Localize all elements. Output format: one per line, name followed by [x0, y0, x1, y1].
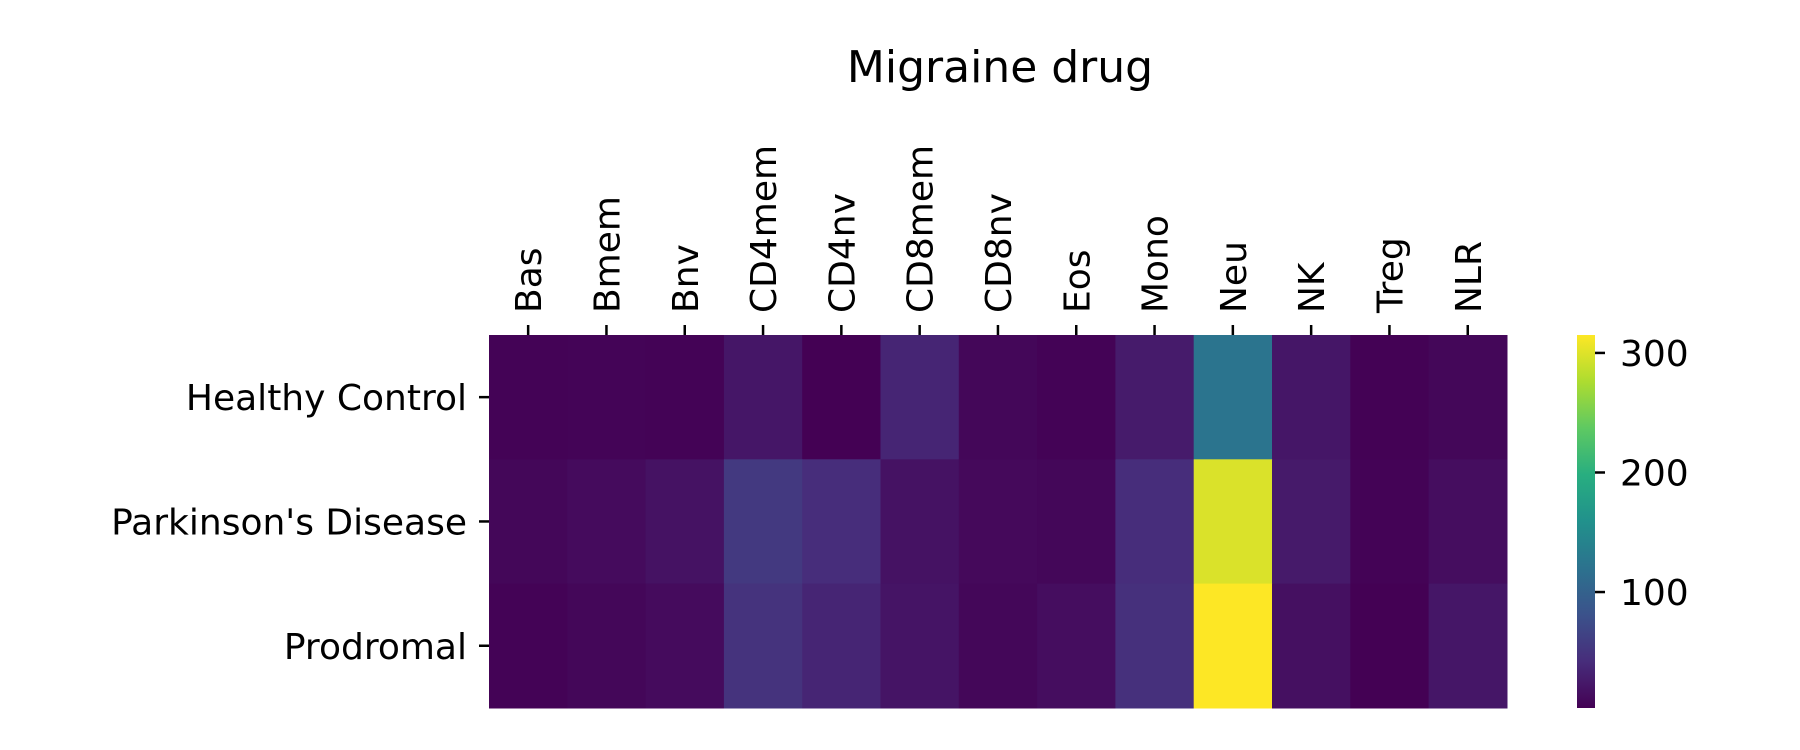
- heatmap-cell-bnv-1: [645, 335, 725, 460]
- heatmap-cell-cd4mem-3: [723, 583, 803, 709]
- heatmap-cell-eos-3: [1037, 583, 1116, 709]
- x-tick-label: Neu: [1214, 241, 1255, 313]
- colorbar-tick-label: 100: [1620, 573, 1689, 614]
- x-tick-label: NK: [1292, 261, 1333, 313]
- heatmap-cell-cd4mem-1: [723, 335, 803, 460]
- heatmap-cell-treg-2: [1350, 459, 1430, 585]
- y-axis: Healthy Control Parkinson's Disease Prodro…: [111, 378, 489, 668]
- y-tick-label: Prodromal: [284, 627, 467, 668]
- heatmap-cell-nk-2: [1272, 459, 1351, 585]
- heatmap-cells: [489, 335, 1508, 709]
- colorbar-tick-label: 300: [1620, 334, 1689, 375]
- x-tick-label: CD8nv: [979, 193, 1020, 313]
- heatmap-cell-bas-2: [489, 459, 568, 585]
- heatmap-cell-cd4nv-3: [802, 583, 882, 709]
- y-tick-label: Healthy Control: [186, 378, 467, 419]
- heatmap-cell-nk-1: [1272, 335, 1351, 460]
- colorbar-gradient: [1577, 335, 1595, 708]
- heatmap-cell-bmem-2: [567, 459, 647, 585]
- x-tick-label: Bnv: [666, 244, 707, 313]
- heatmap-cell-neu-2: [1193, 459, 1273, 585]
- heatmap-cell-bmem-1: [567, 335, 647, 460]
- x-tick-label: CD8mem: [901, 145, 942, 313]
- heatmap-cell-cd8mem-2: [880, 459, 960, 585]
- heatmap-cell-cd8mem-3: [880, 583, 960, 709]
- x-tick-label: NLR: [1449, 241, 1490, 313]
- heatmap-cell-cd8nv-3: [958, 583, 1038, 709]
- heatmap-cell-bnv-2: [645, 459, 725, 585]
- heatmap-cell-bas-1: [489, 335, 568, 460]
- x-tick-label: Eos: [1057, 249, 1098, 313]
- heatmap-cell-cd4mem-2: [723, 459, 803, 585]
- heatmap-cell-bmem-3: [567, 583, 647, 709]
- x-tick-label: Bas: [509, 247, 550, 313]
- heatmap-cell-cd8mem-1: [880, 335, 960, 460]
- colorbar-ticks: 100 200 300: [1595, 334, 1689, 614]
- x-axis: Bas Bmem Bnv CD4mem CD4nv CD8mem CD8nv Eos Mono N…: [509, 145, 1490, 335]
- chart-title: Migraine drug: [847, 42, 1153, 93]
- y-tick-label: Parkinson's Disease: [111, 502, 467, 543]
- heatmap-cell-cd8nv-1: [958, 335, 1038, 460]
- heatmap-cell-nk-3: [1272, 583, 1351, 709]
- colorbar-tick-label: 200: [1620, 453, 1689, 494]
- colorbar: 100 200 300: [1577, 334, 1689, 708]
- heatmap-cell-cd4nv-1: [802, 335, 882, 460]
- heatmap-cell-nlr-1: [1428, 335, 1508, 460]
- heatmap-cell-nlr-3: [1428, 583, 1508, 709]
- x-tick-label: Bmem: [587, 196, 628, 313]
- x-tick-label: Mono: [1136, 215, 1177, 313]
- heatmap-cell-bas-3: [489, 583, 568, 709]
- heatmap-cell-mono-3: [1115, 583, 1195, 709]
- heatmap-cell-eos-2: [1037, 459, 1116, 585]
- heatmap-cell-eos-1: [1037, 335, 1116, 460]
- heatmap-cell-mono-2: [1115, 459, 1195, 585]
- heatmap-cell-cd4nv-2: [802, 459, 882, 585]
- heatmap-cell-nlr-2: [1428, 459, 1508, 585]
- heatmap-cell-cd8nv-2: [958, 459, 1038, 585]
- heatmap-cell-mono-1: [1115, 335, 1195, 460]
- heatmap-cell-bnv-3: [645, 583, 725, 709]
- heatmap-cell-treg-1: [1350, 335, 1430, 460]
- x-tick-label: Treg: [1370, 237, 1411, 314]
- x-tick-label: CD4nv: [822, 193, 863, 313]
- heatmap-cell-treg-3: [1350, 583, 1430, 709]
- heatmap-cell-neu-1: [1193, 335, 1273, 460]
- heatmap-cell-neu-3: [1193, 583, 1273, 709]
- x-tick-label: CD4mem: [744, 145, 785, 313]
